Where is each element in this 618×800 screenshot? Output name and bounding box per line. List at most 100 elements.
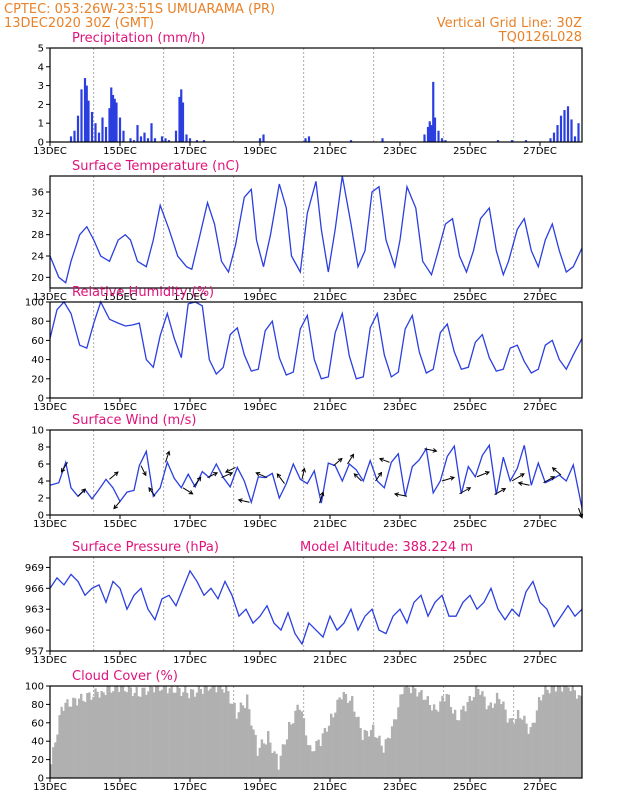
cloud-bar — [158, 690, 162, 778]
cloud-bar — [388, 738, 392, 778]
precip-bar — [181, 102, 185, 142]
cloud-bar — [311, 751, 314, 778]
precip-bar — [136, 125, 139, 142]
wind-arrow — [511, 473, 525, 482]
cloud-bar — [104, 695, 107, 778]
x-tick-label: 13DEC — [33, 519, 67, 530]
cloud-bar — [98, 697, 101, 778]
cloud-bar — [298, 709, 301, 778]
y-tick-label: 963 — [25, 605, 44, 616]
precip-bar — [573, 136, 577, 142]
cloud-bar — [260, 739, 264, 778]
wind-arrow-head — [378, 457, 384, 463]
cloud-bar — [129, 687, 132, 778]
cloud-bar — [207, 690, 210, 778]
cloud-bar — [281, 744, 285, 778]
x-tick-label: 13DEC — [33, 655, 67, 666]
cloud-bar — [340, 699, 343, 778]
cloud-bar — [296, 704, 299, 778]
cloud-bar — [399, 694, 402, 778]
wind-arrow — [207, 472, 218, 479]
cloud-bar — [540, 700, 543, 778]
cloud-bar — [229, 703, 232, 778]
cloud-bar — [190, 689, 193, 778]
x-tick-label: 19DEC — [243, 146, 277, 157]
wind-arrow-head — [393, 492, 399, 497]
cloud-bar — [195, 692, 199, 778]
cloud-bar — [174, 692, 177, 778]
cloud-bar — [248, 709, 251, 778]
wind-arrow-head — [60, 467, 66, 473]
cloud-bar — [422, 699, 425, 778]
cloud-bar — [313, 751, 316, 778]
y-tick-label: 28 — [31, 230, 44, 241]
precip-bar — [444, 140, 447, 142]
panel-title: Precipitation (mm/h) — [72, 31, 205, 46]
cloud-bar — [54, 742, 57, 778]
wind-arrow — [301, 468, 305, 480]
cloud-bar — [380, 745, 383, 778]
x-tick-label: 27DEC — [523, 519, 557, 530]
wind-arrow — [543, 476, 555, 484]
cloud-bar — [133, 692, 136, 778]
cloud-bar — [445, 693, 448, 778]
cloud-bar — [112, 691, 115, 778]
cloud-bar — [102, 692, 105, 778]
cloud-bar — [215, 692, 218, 778]
cloud-bar — [197, 686, 201, 778]
cloud-bar — [277, 769, 280, 778]
y-tick-label: 960 — [25, 626, 44, 637]
cloud-bar — [114, 686, 117, 778]
cloud-bar — [386, 737, 390, 778]
cloud-bar — [411, 686, 415, 778]
cloud-bar — [447, 694, 450, 778]
cloud-bar — [319, 746, 322, 778]
cloud-bar — [217, 686, 220, 778]
cloud-bar — [62, 710, 65, 778]
cloud-bar — [288, 721, 291, 778]
cloud-bar — [139, 696, 142, 778]
precip-bar — [122, 130, 125, 142]
cloud-bar — [162, 686, 166, 778]
precip-bar — [563, 110, 566, 142]
precip-bar — [432, 81, 435, 142]
precip-bar — [307, 136, 311, 142]
cloud-bar — [156, 686, 160, 778]
panel-title: Surface Pressure (hPa) — [72, 540, 219, 555]
cloud-bar — [462, 705, 465, 778]
cloud-bar — [96, 691, 99, 778]
cloud-bar — [550, 686, 553, 778]
series-line — [49, 175, 583, 284]
wind-arrow-head — [255, 471, 261, 477]
x-tick-label: 13DEC — [33, 292, 67, 303]
precip-bar — [160, 136, 164, 142]
cloud-bar — [269, 742, 272, 778]
cloud-bar — [221, 689, 224, 778]
cloud-bar — [68, 706, 71, 778]
x-tick-label: 25DEC — [453, 402, 487, 413]
cloud-bar — [58, 715, 61, 778]
precip-bar — [85, 85, 88, 142]
cloud-bar — [256, 755, 259, 778]
wind-arrow — [394, 493, 408, 497]
cloud-bar — [94, 688, 97, 778]
cloud-bar — [213, 686, 216, 778]
cloud-bar — [125, 692, 129, 778]
cloud-bar — [485, 709, 488, 778]
cloud-bar — [267, 731, 270, 778]
cloud-bar — [223, 692, 226, 778]
cloud-bar — [231, 703, 234, 778]
wind-arrow-head — [484, 470, 490, 476]
panel-1: Precipitation (mm/h) 0 1 2 3 4 5 13DEC 15DEC 17DE… — [33, 31, 583, 157]
x-tick-label: 15DEC — [103, 292, 137, 303]
cloud-bar — [201, 693, 204, 778]
cloud-bar — [367, 736, 371, 778]
x-tick-label: 21DEC — [313, 402, 347, 413]
precip-bar — [110, 87, 113, 142]
cloud-bar — [225, 686, 228, 778]
cloud-bar — [395, 719, 398, 778]
y-tick-label: 60 — [31, 718, 44, 729]
precip-bar — [262, 134, 265, 142]
x-tick-label: 23DEC — [383, 402, 417, 413]
cloud-bar — [141, 687, 144, 778]
